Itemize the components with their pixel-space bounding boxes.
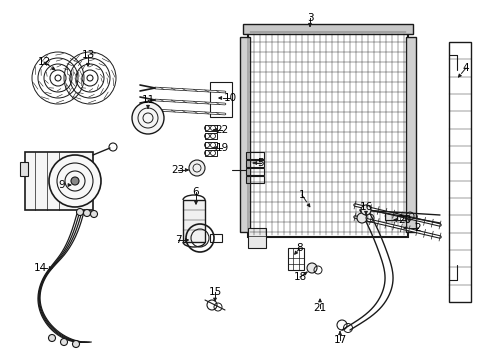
Bar	[204, 150, 217, 156]
Circle shape	[71, 177, 79, 185]
Circle shape	[132, 102, 163, 134]
Circle shape	[360, 205, 370, 215]
Bar	[209, 82, 231, 117]
Bar	[204, 125, 217, 131]
Text: 23: 23	[171, 165, 184, 175]
Text: 13: 13	[81, 50, 95, 60]
Circle shape	[72, 341, 80, 347]
Bar	[245, 168, 264, 175]
Circle shape	[49, 155, 101, 207]
Bar	[204, 142, 217, 148]
Text: 2: 2	[414, 223, 421, 233]
Bar	[245, 152, 264, 159]
Text: 12: 12	[37, 57, 51, 67]
Bar	[243, 24, 412, 34]
Bar	[405, 37, 415, 232]
Text: 20: 20	[398, 215, 411, 225]
Text: 3: 3	[306, 13, 313, 23]
Bar	[384, 212, 396, 220]
Bar	[20, 162, 28, 176]
Text: 8: 8	[296, 243, 303, 253]
Text: 11: 11	[141, 95, 154, 105]
Circle shape	[48, 334, 55, 342]
Text: 9: 9	[59, 180, 65, 190]
Text: 18: 18	[293, 272, 306, 282]
Text: 4: 4	[462, 63, 468, 73]
Text: 6: 6	[192, 187, 199, 197]
Bar	[25, 152, 93, 210]
Circle shape	[90, 211, 97, 217]
Bar	[287, 248, 304, 270]
Text: 10: 10	[223, 93, 236, 103]
Bar	[245, 160, 264, 167]
Bar	[183, 200, 204, 242]
Text: 5: 5	[257, 158, 264, 168]
Text: 7: 7	[174, 235, 181, 245]
Bar	[204, 133, 217, 139]
Text: 1: 1	[298, 190, 305, 200]
Bar	[247, 228, 265, 248]
Bar	[209, 234, 222, 242]
Circle shape	[306, 263, 316, 273]
Text: 15: 15	[208, 287, 221, 297]
Text: 14: 14	[33, 263, 46, 273]
Bar	[245, 176, 264, 183]
Circle shape	[356, 213, 366, 223]
Text: 16: 16	[359, 202, 372, 212]
Text: 22: 22	[215, 125, 228, 135]
Circle shape	[83, 210, 90, 216]
Circle shape	[76, 208, 83, 216]
Circle shape	[61, 338, 67, 346]
Text: 17: 17	[333, 335, 346, 345]
Bar	[247, 32, 407, 237]
Circle shape	[189, 160, 204, 176]
Text: 19: 19	[215, 143, 228, 153]
Text: 21: 21	[313, 303, 326, 313]
Bar	[240, 37, 249, 232]
Bar	[448, 42, 470, 302]
